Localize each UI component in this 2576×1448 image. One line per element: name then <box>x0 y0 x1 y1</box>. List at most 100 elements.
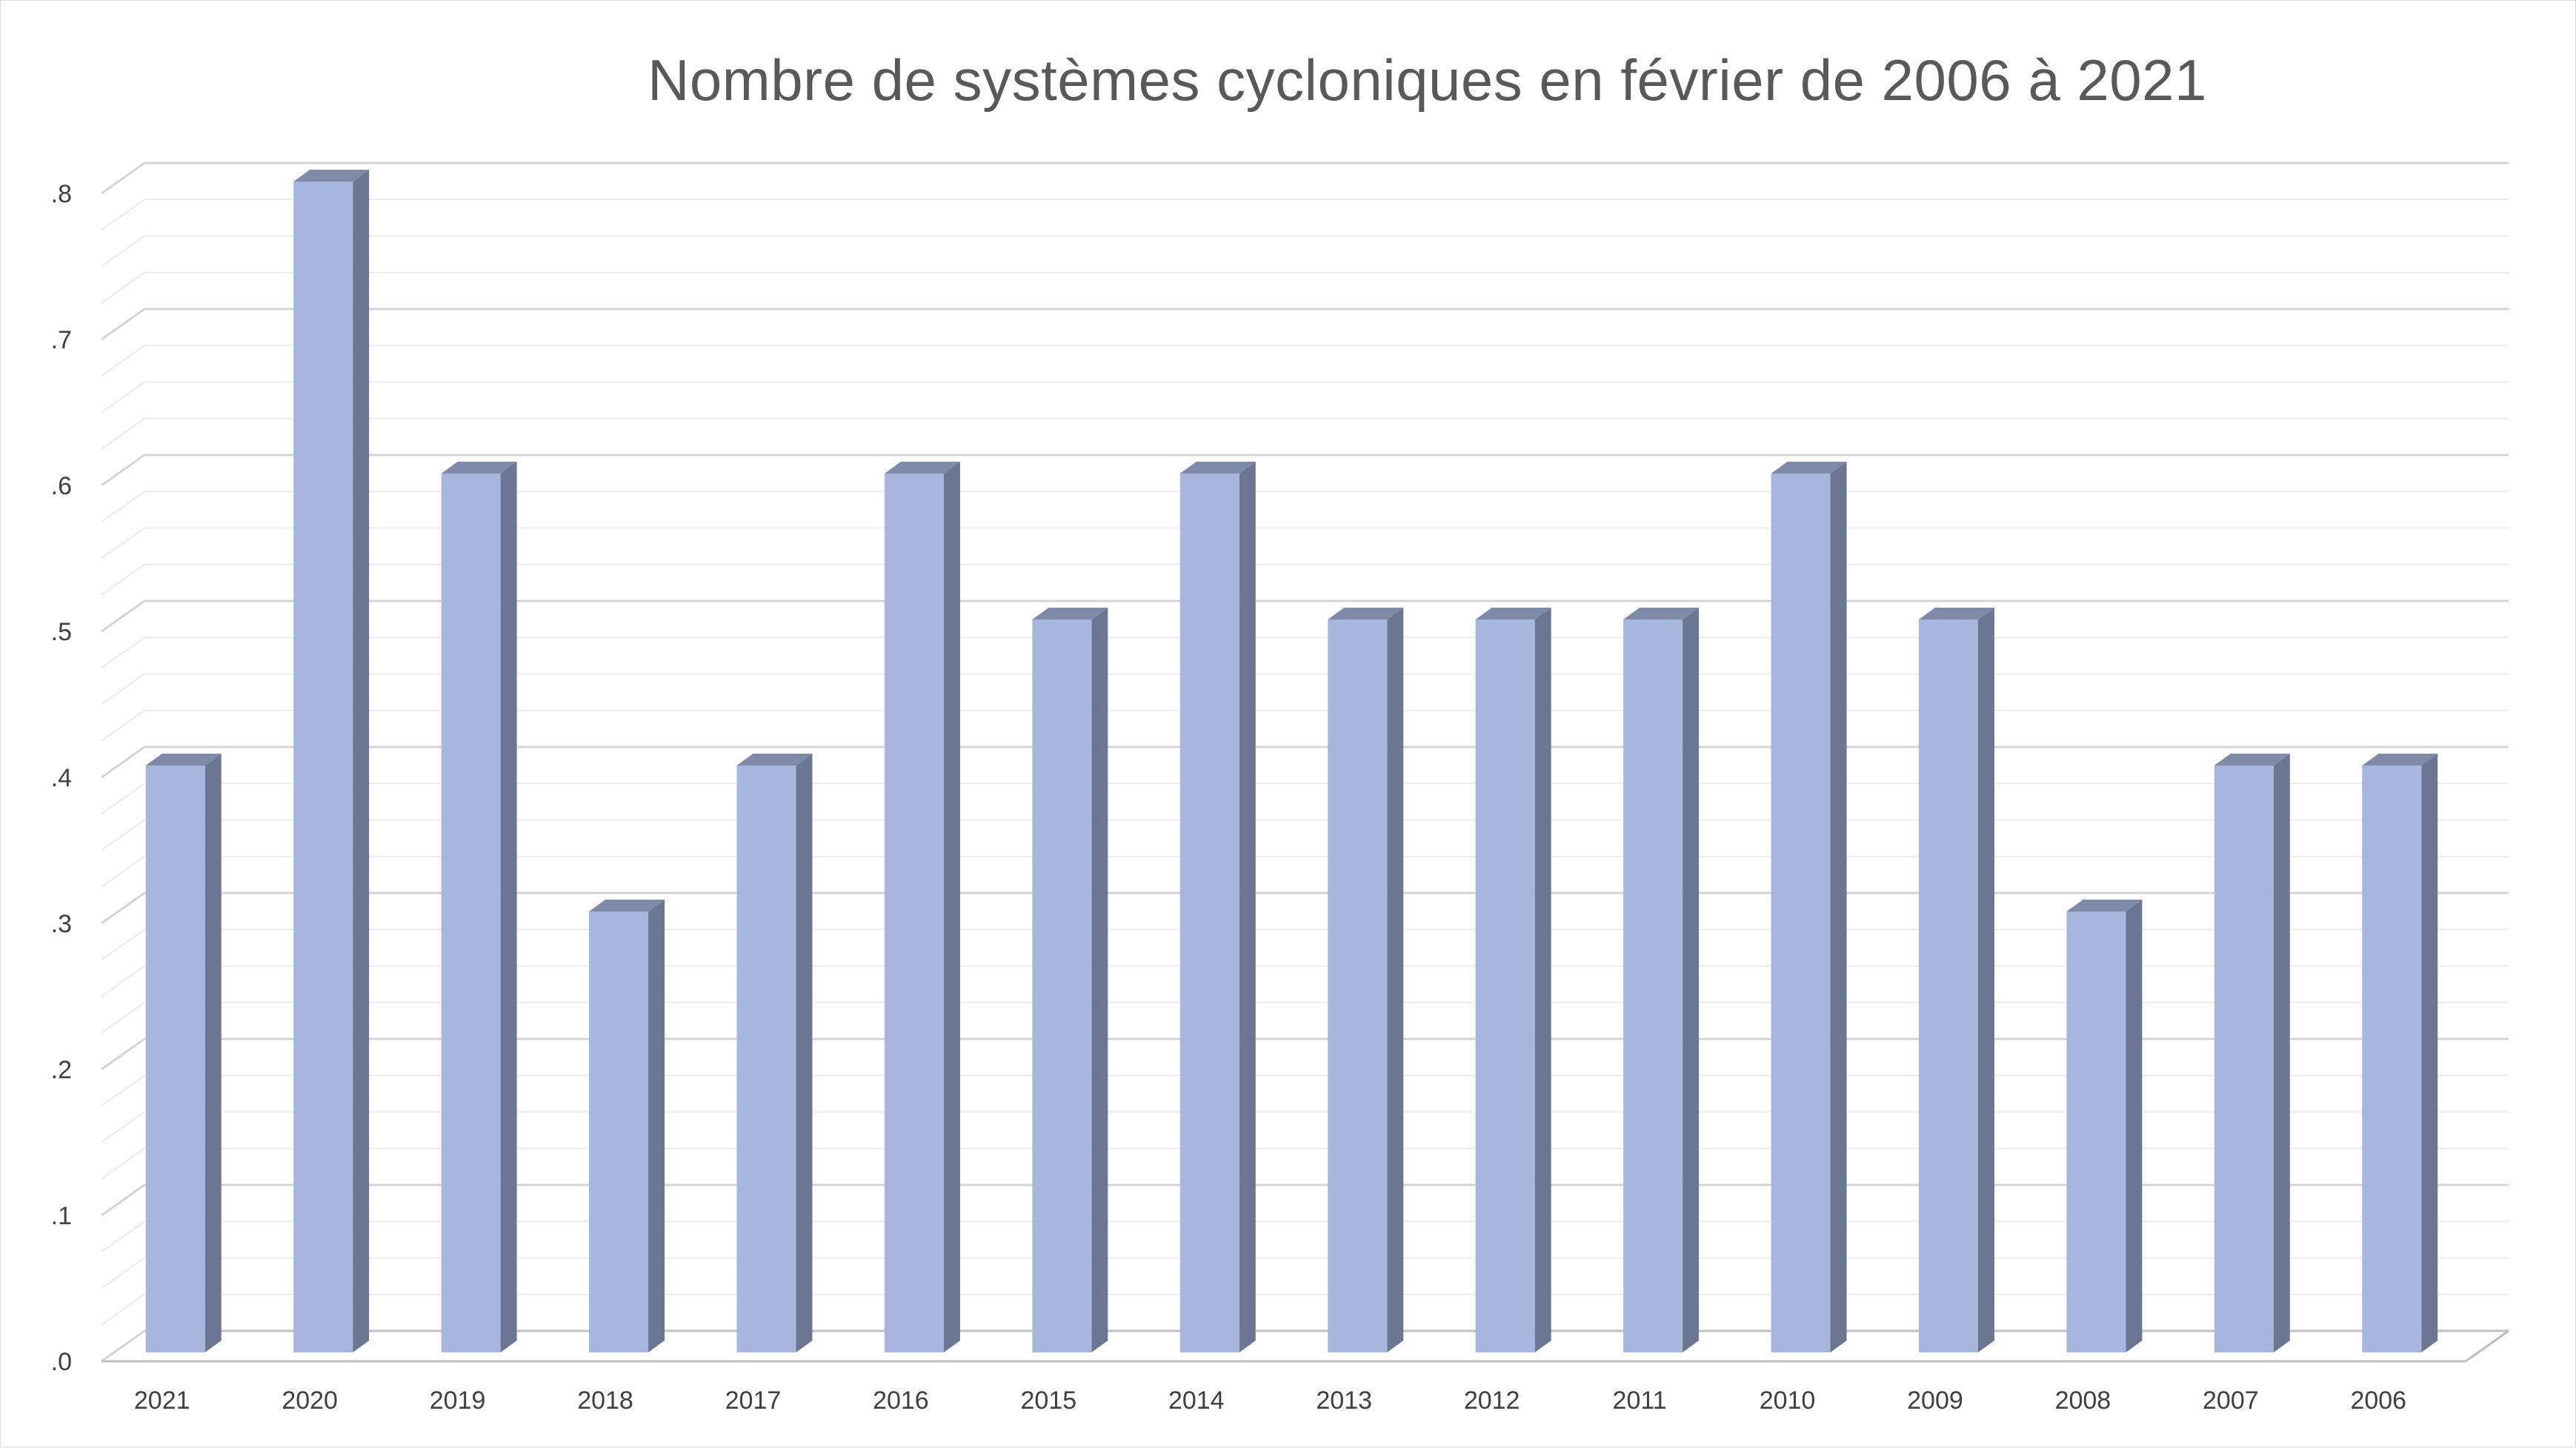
gridline-minor-wall <box>101 1111 145 1143</box>
bar-2006 <box>2362 765 2422 1352</box>
y-tick-label: .2 <box>51 1056 72 1084</box>
bar-top-2013 <box>1328 608 1404 620</box>
y-tick-label: .5 <box>51 618 72 646</box>
gridline-minor-wall <box>101 637 145 669</box>
bar-side-2012 <box>1534 608 1551 1352</box>
bar-top-2019 <box>441 462 517 474</box>
y-tick-label: .7 <box>51 326 72 354</box>
bar-top-2014 <box>1179 462 1256 474</box>
x-tick-label: 2008 <box>2055 1386 2111 1415</box>
gridline-minor-wall <box>101 965 145 997</box>
x-tick-label: 2018 <box>577 1386 633 1415</box>
floor-right-edge <box>2465 1329 2509 1363</box>
bar-top-2015 <box>1032 608 1108 620</box>
y-tick-label: .8 <box>51 180 72 208</box>
gridline-minor-wall <box>101 1220 145 1253</box>
y-tick-label: .0 <box>51 1348 72 1376</box>
bar-side-2011 <box>1683 608 1700 1352</box>
bar-top-2012 <box>1475 608 1551 620</box>
gridline-minor-wall <box>101 235 145 268</box>
bar-2016 <box>884 474 944 1352</box>
bar-top-2008 <box>2066 900 2143 911</box>
x-tick-label: 2015 <box>1021 1386 1077 1415</box>
bar-side-2007 <box>2273 754 2290 1352</box>
gridline-minor-wall <box>101 819 145 851</box>
y-tick-label: .6 <box>51 472 72 500</box>
bar-top-2009 <box>1918 608 1994 620</box>
gridline-minor-wall <box>101 709 145 742</box>
gridline-minor-wall <box>101 527 145 559</box>
y-tick-label: .1 <box>51 1202 72 1230</box>
gridline-minor-wall <box>101 345 145 377</box>
gridline-minor-wall <box>101 381 145 414</box>
x-tick-label: 2020 <box>282 1386 338 1415</box>
bar-top-2016 <box>884 462 960 474</box>
bar-2018 <box>589 911 649 1352</box>
gridline-minor-wall <box>101 563 145 596</box>
bar-side-2021 <box>204 754 222 1352</box>
x-tick-label: 2007 <box>2203 1386 2259 1415</box>
bar-side-2020 <box>353 170 370 1352</box>
bar-2017 <box>736 765 796 1352</box>
bar-2007 <box>2214 765 2274 1352</box>
bar-2021 <box>145 765 205 1352</box>
x-tick-label: 2019 <box>430 1386 486 1415</box>
gridline-minor-wall <box>101 673 145 705</box>
axis-layer: 2021 2020 2019 2018 2017 2016 2015 2014 2013 2012… <box>51 180 2466 1415</box>
gridline-major-wall <box>101 1329 145 1363</box>
gridline-major-wall <box>101 600 145 633</box>
bar-2008 <box>2066 911 2126 1352</box>
bar-side-2006 <box>2421 754 2438 1352</box>
gridline-major-wall <box>101 162 145 195</box>
bar-2013 <box>1328 620 1388 1352</box>
bar-2015 <box>1032 620 1092 1352</box>
bar-top-2020 <box>293 170 370 182</box>
gridline-major-wall <box>101 454 145 487</box>
x-tick-label: 2011 <box>1613 1386 1667 1415</box>
bar-side-2008 <box>2126 900 2143 1352</box>
bar-top-2017 <box>736 754 813 765</box>
bar-side-2016 <box>943 462 960 1352</box>
bar-top-2006 <box>2362 754 2438 765</box>
y-tick-label: .4 <box>51 764 72 792</box>
bar-top-2011 <box>1623 608 1700 620</box>
bar-2009 <box>1918 620 1978 1352</box>
x-tick-label: 2012 <box>1464 1386 1520 1415</box>
gridline-minor-wall <box>101 1257 145 1289</box>
bar-top-2021 <box>145 754 222 765</box>
bar-2019 <box>441 474 501 1352</box>
gridline-major-wall <box>101 1183 145 1217</box>
bar-2010 <box>1771 474 1831 1352</box>
bar-side-2019 <box>500 462 517 1352</box>
gridline-minor-wall <box>101 929 145 961</box>
x-tick-label: 2009 <box>1907 1386 1963 1415</box>
gridline-minor-wall <box>101 1075 145 1107</box>
x-tick-label: 2021 <box>134 1386 190 1415</box>
gridline-minor-wall <box>101 1001 145 1034</box>
gridline-major-wall <box>101 745 145 779</box>
bar-side-2017 <box>796 754 813 1352</box>
bar-side-2015 <box>1091 608 1108 1352</box>
y-tick-label: .3 <box>51 910 72 938</box>
x-tick-label: 2014 <box>1168 1386 1225 1415</box>
bar-2011 <box>1623 620 1683 1352</box>
gridline-minor-wall <box>101 1147 145 1180</box>
bar-top-2007 <box>2214 754 2290 765</box>
bar-2020 <box>293 182 353 1352</box>
bar-side-2009 <box>1977 608 1994 1352</box>
chart-title: Nombre de systèmes cycloniques en févrie… <box>648 47 2207 113</box>
bar-side-2018 <box>648 900 665 1352</box>
x-tick-label: 2010 <box>1760 1386 1816 1415</box>
bar-2014 <box>1179 474 1239 1352</box>
bar-top-2018 <box>589 900 665 911</box>
gridline-minor-wall <box>101 199 145 231</box>
bar-2012 <box>1475 620 1535 1352</box>
gridline-major-wall <box>101 1037 145 1071</box>
bar-side-2014 <box>1239 462 1256 1352</box>
x-tick-label: 2006 <box>2350 1386 2406 1415</box>
gridline-minor-wall <box>101 783 145 815</box>
bar-top-2010 <box>1771 462 1847 474</box>
gridline-major-wall <box>101 308 145 341</box>
gridline-minor-wall <box>101 855 145 888</box>
